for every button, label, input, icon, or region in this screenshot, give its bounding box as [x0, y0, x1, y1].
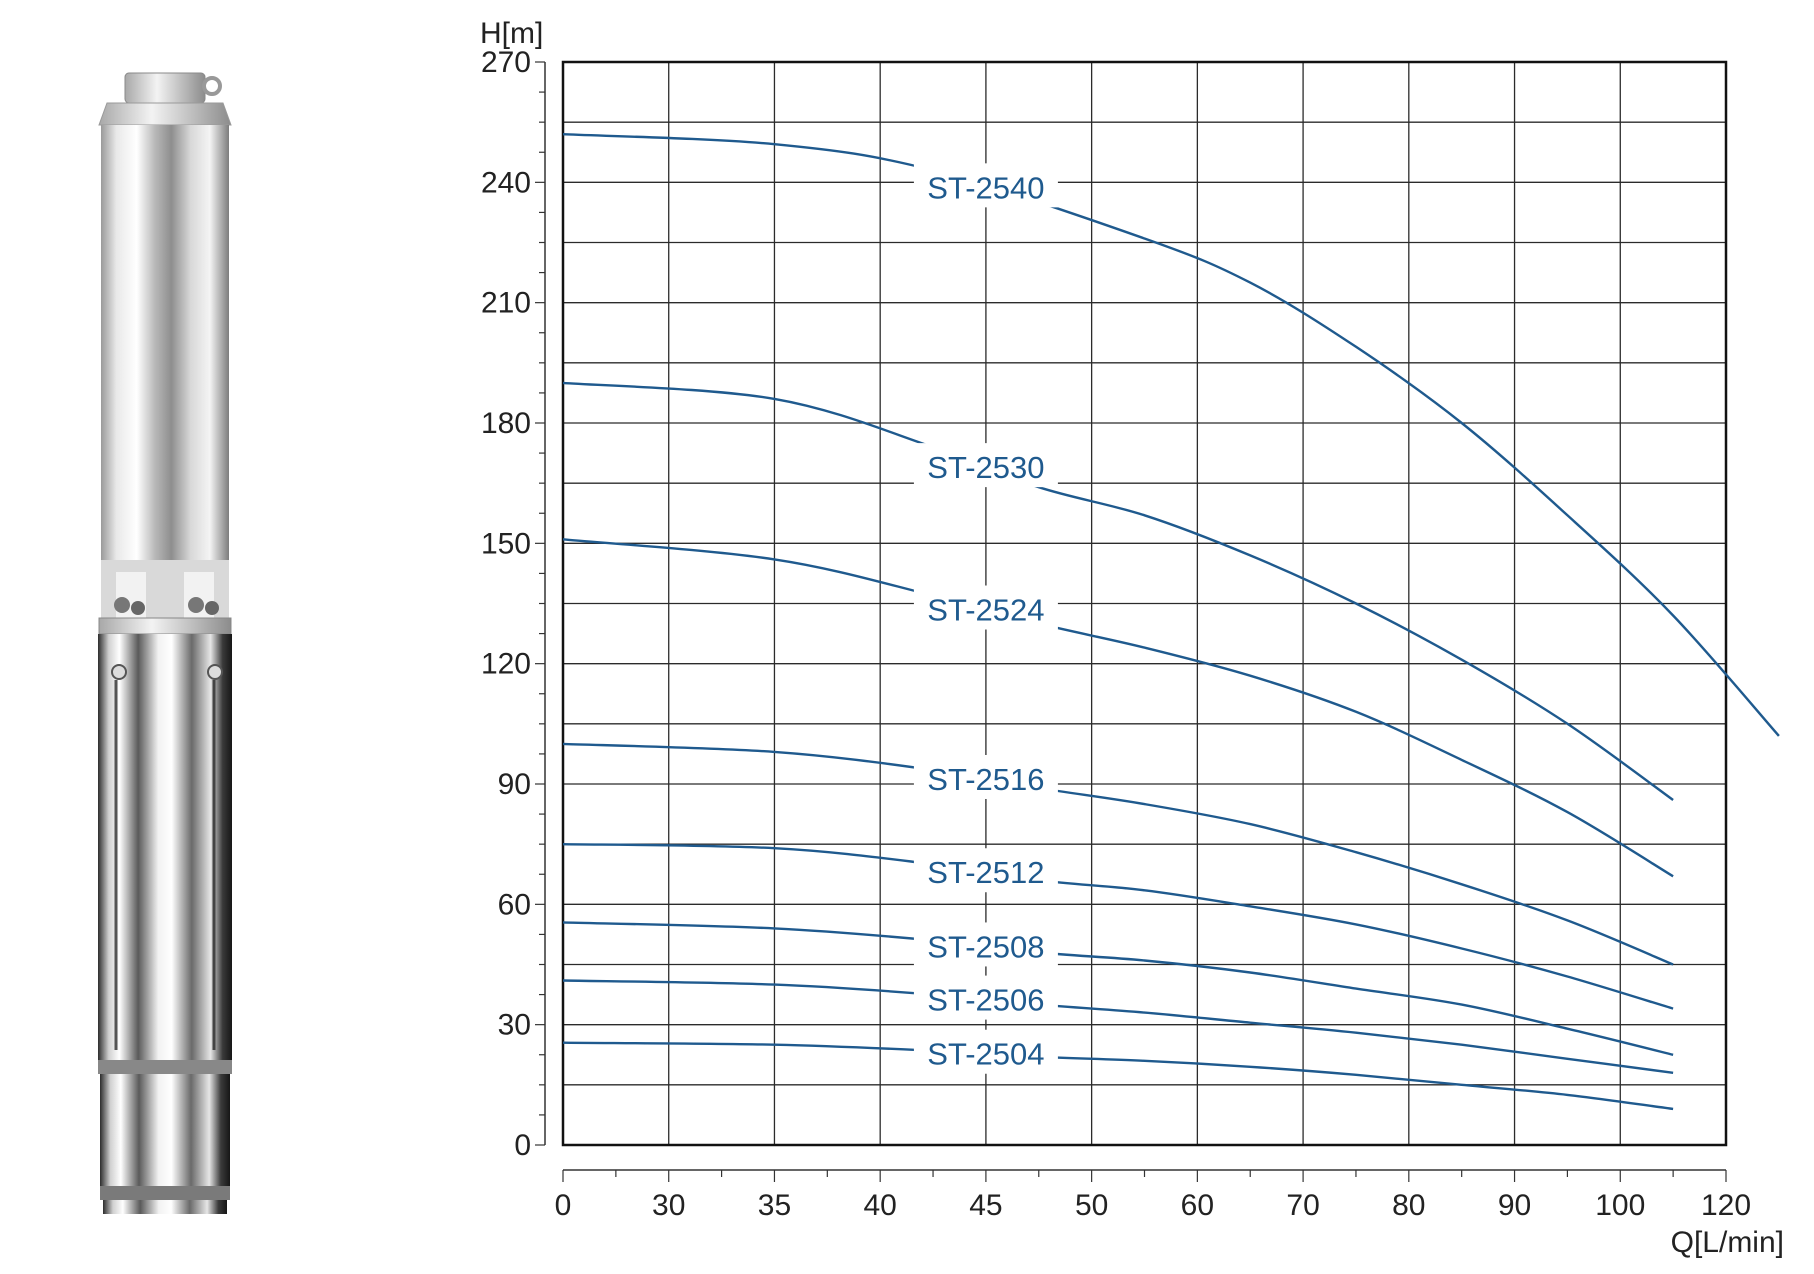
y-tick-label: 150: [481, 527, 531, 560]
x-tick-label: 0: [555, 1189, 572, 1222]
submersible-pump-icon: [98, 72, 232, 1214]
x-tick-label: 45: [969, 1189, 1002, 1222]
series-line: [562, 538, 1674, 878]
y-tick-label: 180: [481, 407, 531, 440]
series-line: [562, 1041, 1674, 1111]
series-label: ST-2516: [927, 762, 1044, 797]
chart-grid: [561, 60, 1728, 1147]
series-label: ST-2504: [927, 1037, 1044, 1072]
x-tick-label: 120: [1701, 1189, 1751, 1222]
series-label: ST-2508: [927, 929, 1044, 964]
x-tick-label: 70: [1286, 1189, 1319, 1222]
series-label-background: [913, 163, 1058, 208]
y-tick-label: 120: [481, 648, 531, 681]
series-line: [562, 921, 1674, 1056]
series-label-background: [913, 848, 1058, 893]
series-label-background: [913, 975, 1058, 1020]
series-line: [562, 133, 1780, 737]
x-tick-label: 60: [1181, 1189, 1214, 1222]
x-tick-label: 30: [652, 1189, 685, 1222]
y-tick-label: 240: [481, 166, 531, 199]
y-tick-label: 210: [481, 287, 531, 320]
series-line: [562, 742, 1674, 966]
x-tick-label: 50: [1075, 1189, 1108, 1222]
series-line: [562, 381, 1674, 801]
series-label: ST-2512: [927, 855, 1044, 890]
series-line: [562, 979, 1674, 1074]
y-tick-label: 0: [514, 1129, 531, 1162]
series-label: ST-2540: [927, 170, 1044, 205]
plot-frame: [561, 60, 1728, 1147]
series-label-background: [913, 754, 1058, 799]
series-label-background: [913, 585, 1058, 630]
series-curves: [562, 133, 1780, 1111]
series-label-background: [913, 443, 1058, 488]
x-tick-label: 90: [1498, 1189, 1531, 1222]
series-label: ST-2506: [927, 983, 1044, 1018]
x-tick-label: 80: [1392, 1189, 1425, 1222]
series-label-background: [913, 922, 1058, 967]
y-tick-label: 30: [498, 1009, 531, 1042]
series-label: ST-2524: [927, 593, 1044, 628]
x-tick-label: 100: [1595, 1189, 1645, 1222]
x-axis: Q[L/min] 0 30 35 40 45 50 60 70 80 90 100 120: [555, 1169, 1784, 1259]
series-label: ST-2530: [927, 450, 1044, 485]
y-axis-label: H[m]: [480, 17, 543, 50]
y-tick-label: 270: [481, 46, 531, 79]
series-label-background: [913, 1029, 1058, 1074]
y-tick-label: 60: [498, 888, 531, 921]
y-axis: H[m] 0 30 60 90 120 150 180 210 240 270: [480, 17, 546, 1162]
series-labels: ST-2540 ST-2530 ST-2524 ST-2516 ST-2512 ST-25…: [913, 163, 1058, 1074]
x-tick-label: 35: [758, 1189, 791, 1222]
series-line: [562, 843, 1674, 1010]
x-axis-label: Q[L/min]: [1671, 1226, 1784, 1259]
y-tick-label: 90: [498, 768, 531, 801]
x-tick-label: 40: [863, 1189, 896, 1222]
